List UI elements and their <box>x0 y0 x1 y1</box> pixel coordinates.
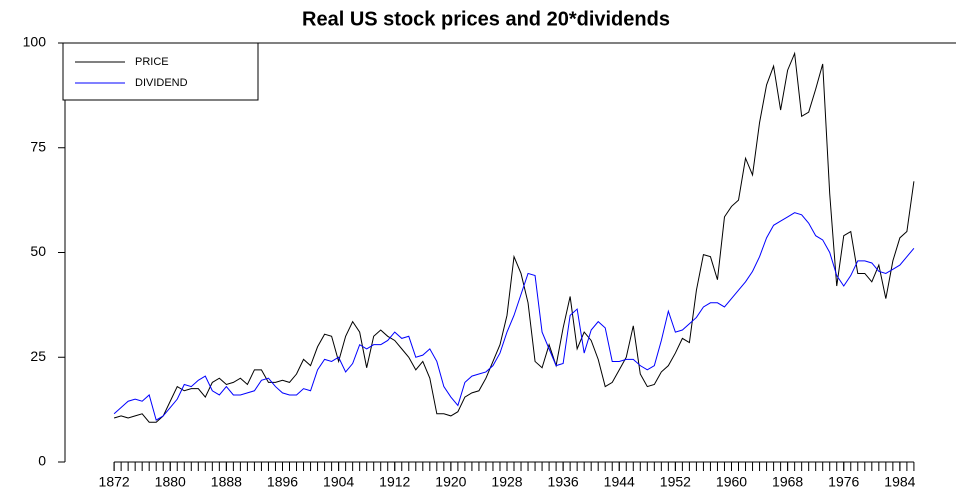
x-tick-label: 1952 <box>660 474 691 490</box>
y-tick-label: 75 <box>30 138 46 154</box>
x-tick-label: 1944 <box>604 474 635 490</box>
legend-label: PRICE <box>135 56 169 68</box>
y-tick-label: 0 <box>38 453 46 469</box>
x-tick-label: 1904 <box>323 474 354 490</box>
line-series <box>113 212 915 421</box>
y-tick-label: 25 <box>30 348 46 364</box>
x-tick-label: 1912 <box>379 474 410 490</box>
x-tick-label: 1880 <box>155 474 186 490</box>
x-tick-label: 1888 <box>211 474 242 490</box>
x-tick-label: 1920 <box>435 474 466 490</box>
chart-title: Real US stock prices and 20*dividends <box>302 8 670 30</box>
x-tick-label: 1976 <box>828 474 859 490</box>
y-tick-label: 100 <box>23 34 47 50</box>
x-tick-label: 1928 <box>491 474 522 490</box>
legend <box>62 42 259 101</box>
y-tick-label: 50 <box>30 243 46 259</box>
legend-label: DIVIDEND <box>135 77 188 89</box>
x-tick-label: 1896 <box>267 474 298 490</box>
x-tick-label: 1984 <box>884 474 915 490</box>
line-series <box>113 51 915 423</box>
x-tick-label: 1968 <box>772 474 803 490</box>
x-tick-label: 1960 <box>716 474 747 490</box>
x-tick-label: 1872 <box>99 474 130 490</box>
x-tick-label: 1936 <box>548 474 579 490</box>
